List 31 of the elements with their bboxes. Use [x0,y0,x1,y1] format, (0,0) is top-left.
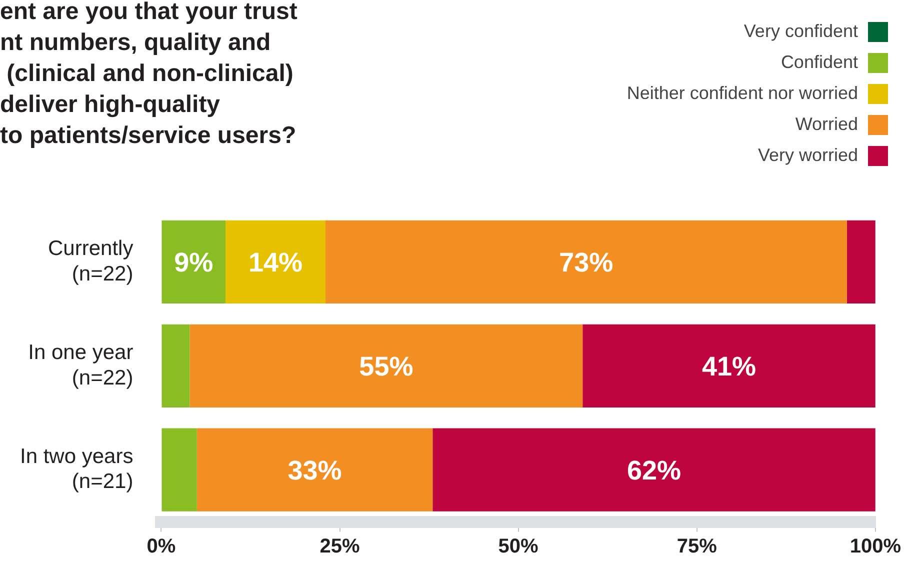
bar [162,220,226,304]
bar [196,428,433,512]
bar [582,324,876,408]
bar [162,428,197,512]
data-label: 55% [359,351,414,382]
y-tick-label: In one year (n=22) [28,341,134,390]
y-tick-label: Currently (n=22) [48,237,134,286]
bar [162,324,190,408]
bar [432,428,876,512]
legend-label: Neither confident nor worried [626,82,858,105]
bar [190,324,583,408]
legend-label: Worried [795,113,858,136]
bar [225,220,326,304]
x-tick-label: 100% [850,535,902,558]
legend-label: Very worried [758,144,858,167]
bar [325,220,847,304]
data-label: 9% [174,247,214,278]
x-tick-label: 0% [146,535,176,558]
data-label: 41% [702,351,756,382]
x-tick-label: 75% [676,535,718,558]
legend-label: Very confident [744,20,858,43]
x-tick-label: 50% [498,535,539,558]
y-tick-label: In two years (n=21) [20,445,134,494]
data-label: 73% [559,247,614,278]
data-label: 33% [288,455,342,486]
data-label: 62% [626,455,682,486]
bar [846,220,876,304]
legend-label: Confident [780,51,858,74]
x-tick-label: 25% [320,535,360,558]
data-label: 14% [248,247,303,278]
chart-title: ent are you that your trust nt numbers, quality and (clinical and non-clinical) deliver high-quality to patients/service users? [0,0,298,151]
